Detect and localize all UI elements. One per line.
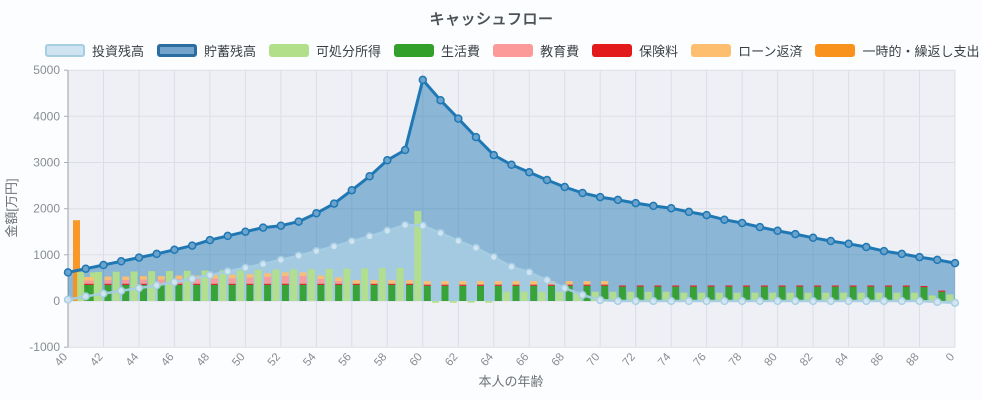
svg-text:48: 48 (195, 351, 212, 369)
legend-swatch-icon (691, 44, 732, 57)
svg-text:3000: 3000 (33, 156, 60, 170)
svg-text:50: 50 (230, 351, 247, 369)
savings-area (68, 79, 955, 302)
svg-text:76: 76 (691, 351, 708, 369)
legend-swatch-icon (493, 44, 534, 57)
investment-area (68, 225, 955, 303)
svg-text:86: 86 (869, 351, 886, 369)
svg-text:84: 84 (833, 351, 851, 369)
legend-swatch-icon (157, 44, 198, 57)
legend-label: 貯蓄残高 (204, 44, 257, 59)
legend-item-4[interactable]: 教育費 (493, 41, 579, 60)
svg-text:74: 74 (656, 351, 674, 369)
legend-item-6[interactable]: ローン返済 (691, 41, 802, 60)
legend-label: 教育費 (540, 44, 580, 59)
chart-legend: 投資残高 貯蓄残高 可処分所得 生活費 教育費 保険料 ローン返済 一時的・繰返し支出 (45, 41, 979, 60)
svg-text:52: 52 (266, 351, 283, 369)
legend-label: 可処分所得 (316, 44, 382, 59)
svg-text:66: 66 (514, 351, 531, 369)
svg-text:44: 44 (124, 351, 142, 369)
chart-title: キャッシュフロー (429, 11, 554, 28)
legend-item-7[interactable]: 一時的・繰返し支出 (815, 41, 979, 60)
legend-item-3[interactable]: 生活費 (394, 41, 480, 60)
investment-line (63, 220, 960, 307)
legend-item-1[interactable]: 貯蓄残高 (157, 41, 256, 60)
legend-swatch-icon (815, 44, 856, 57)
x-axis-label: 本人の年齢 (478, 374, 543, 389)
svg-text:72: 72 (621, 351, 638, 369)
svg-text:78: 78 (727, 351, 744, 369)
legend-label: 一時的・繰返し支出 (862, 44, 980, 59)
svg-text:-1000: -1000 (29, 340, 60, 354)
svg-text:62: 62 (443, 351, 460, 369)
svg-text:54: 54 (301, 351, 319, 369)
svg-text:2000: 2000 (33, 202, 60, 216)
svg-text:64: 64 (479, 351, 497, 369)
legend-item-0[interactable]: 投資残高 (45, 41, 144, 60)
svg-text:68: 68 (550, 351, 567, 369)
svg-text:42: 42 (88, 351, 105, 369)
svg-text:60: 60 (408, 351, 425, 369)
legend-item-5[interactable]: 保険料 (592, 41, 678, 60)
svg-text:46: 46 (159, 351, 176, 369)
svg-text:56: 56 (337, 351, 354, 369)
legend-swatch-icon (45, 44, 85, 57)
svg-text:58: 58 (372, 351, 389, 369)
bars (73, 211, 954, 303)
svg-text:5000: 5000 (33, 63, 60, 77)
svg-text:1000: 1000 (33, 248, 60, 262)
y-axis-label: 金額[万円] (4, 178, 19, 237)
svg-text:0: 0 (944, 351, 957, 364)
svg-text:80: 80 (762, 351, 779, 369)
legend-item-2[interactable]: 可処分所得 (269, 41, 381, 60)
legend-label: ローン返済 (738, 44, 803, 59)
svg-text:88: 88 (904, 351, 921, 369)
legend-swatch-icon (269, 44, 310, 57)
svg-text:0: 0 (53, 294, 60, 308)
legend-label: 生活費 (441, 44, 481, 59)
legend-swatch-icon (592, 44, 633, 57)
legend-label: 投資残高 (92, 44, 145, 59)
svg-text:4000: 4000 (33, 109, 60, 123)
legend-swatch-icon (394, 44, 435, 57)
svg-text:82: 82 (798, 351, 815, 369)
legend-label: 保険料 (639, 44, 679, 59)
savings-line (63, 75, 960, 277)
svg-text:70: 70 (585, 351, 602, 369)
